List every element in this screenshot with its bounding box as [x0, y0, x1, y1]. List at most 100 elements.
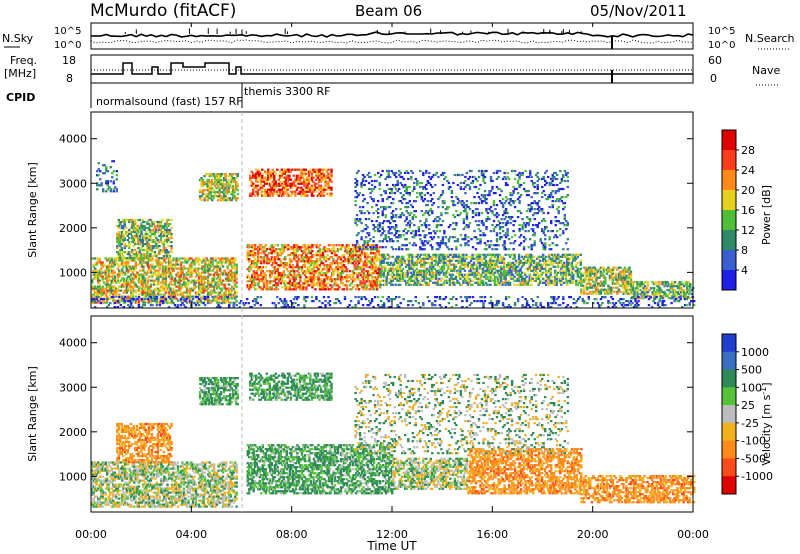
- heatmap-cell: [276, 288, 279, 291]
- heatmap-cell: [277, 194, 280, 197]
- heatmap-cell: [131, 239, 134, 242]
- heatmap-cell: [321, 272, 325, 275]
- heatmap-cell: [308, 258, 311, 261]
- heatmap-cell: [300, 250, 304, 253]
- heatmap-cell: [375, 286, 379, 289]
- heatmap-cell: [625, 288, 628, 291]
- heatmap-cell: [555, 275, 558, 278]
- heatmap-cell: [420, 269, 423, 272]
- heatmap-cell: [251, 278, 254, 281]
- heatmap-cell: [507, 283, 510, 286]
- heatmap-cell: [625, 276, 628, 279]
- heatmap-cell: [178, 279, 181, 282]
- heatmap-cell: [255, 172, 258, 175]
- heatmap-cell: [158, 273, 162, 276]
- heatmap-cell: [499, 259, 503, 262]
- heatmap-cell: [608, 276, 612, 279]
- heatmap-cell: [228, 279, 231, 282]
- heatmap-cell: [478, 263, 482, 266]
- heatmap-cell: [584, 278, 587, 281]
- heatmap-cell: [273, 192, 276, 195]
- heatmap-cell: [167, 283, 171, 286]
- heatmap-cell: [264, 182, 267, 185]
- heatmap-cell: [369, 250, 373, 253]
- heatmap-cell: [128, 287, 131, 290]
- heatmap-cell: [157, 281, 160, 284]
- heatmap-cell: [379, 253, 382, 256]
- heatmap-cell: [273, 266, 276, 269]
- heatmap-cell: [288, 272, 292, 275]
- heatmap-cell: [215, 181, 218, 184]
- heatmap-cell: [168, 228, 172, 232]
- heatmap-cell: [172, 279, 175, 282]
- heatmap-cell: [232, 185, 235, 188]
- heatmap-cell: [260, 280, 263, 283]
- heatmap-cell: [573, 255, 576, 258]
- heatmap-cell: [165, 228, 169, 232]
- heatmap-cell: [308, 278, 311, 281]
- heatmap-cell: [520, 283, 524, 286]
- heatmap-cell: [608, 274, 612, 277]
- heatmap-cell: [548, 269, 551, 272]
- heatmap-cell: [356, 268, 359, 271]
- heatmap-cell: [188, 291, 192, 294]
- heatmap-cell: [315, 252, 319, 255]
- heatmap-cell: [251, 282, 254, 285]
- heatmap-cell: [268, 192, 271, 195]
- heatmap-cell: [268, 184, 271, 187]
- heatmap-cell: [207, 179, 211, 182]
- heatmap-cell: [293, 252, 296, 255]
- heatmap-cell: [477, 277, 480, 280]
- heatmap-cell: [505, 263, 509, 266]
- heatmap-cell: [203, 181, 206, 184]
- heatmap-cell: [466, 265, 470, 268]
- heatmap-cell: [173, 277, 177, 280]
- heatmap-cell: [265, 170, 268, 173]
- heatmap-cell: [282, 262, 285, 265]
- heatmap-cell: [517, 273, 521, 276]
- heatmap-cell: [622, 292, 625, 295]
- heatmap-cell: [181, 283, 184, 286]
- heatmap-cell: [611, 268, 615, 271]
- heatmap-cell: [481, 269, 485, 272]
- heatmap-cell: [626, 268, 630, 271]
- heatmap-cell: [207, 181, 211, 184]
- heatmap-cell: [312, 278, 316, 281]
- heatmap-cell: [212, 275, 216, 278]
- heatmap-cell: [545, 279, 548, 282]
- heatmap-cell: [102, 164, 105, 167]
- heatmap-cell: [144, 243, 148, 246]
- heatmap-cell: [631, 293, 635, 296]
- heatmap-cell: [258, 244, 261, 247]
- heatmap-cell: [616, 268, 619, 271]
- heatmap-cell: [592, 284, 595, 287]
- heatmap-cell: [297, 186, 300, 189]
- heatmap-cell: [106, 279, 109, 282]
- heatmap-cell: [326, 272, 329, 275]
- heatmap-cell: [132, 220, 135, 224]
- heatmap-cell: [350, 254, 353, 257]
- heatmap-cell: [167, 275, 171, 278]
- heatmap-cell: [454, 253, 458, 256]
- heatmap-cell: [311, 284, 314, 287]
- heatmap-cell: [109, 271, 112, 274]
- heatmap-cell: [345, 270, 349, 273]
- heatmap-cell: [294, 180, 297, 183]
- heatmap-cell: [128, 232, 131, 236]
- heatmap-cell: [212, 191, 215, 194]
- heatmap-cell: [258, 280, 261, 283]
- heatmap-cell: [471, 263, 474, 266]
- heatmap-cell: [318, 184, 321, 187]
- heatmap-cell: [586, 286, 589, 289]
- heatmap-cell: [294, 256, 298, 259]
- heatmap-cell: [287, 276, 290, 279]
- heatmap-cell: [107, 271, 110, 274]
- heatmap-cell: [121, 277, 124, 280]
- heatmap-cell: [293, 250, 296, 253]
- heatmap-cell: [412, 263, 415, 266]
- heatmap-cell: [170, 218, 173, 222]
- heatmap-cell: [625, 280, 628, 283]
- heatmap-cell: [456, 271, 459, 274]
- heatmap-cell: [327, 258, 331, 261]
